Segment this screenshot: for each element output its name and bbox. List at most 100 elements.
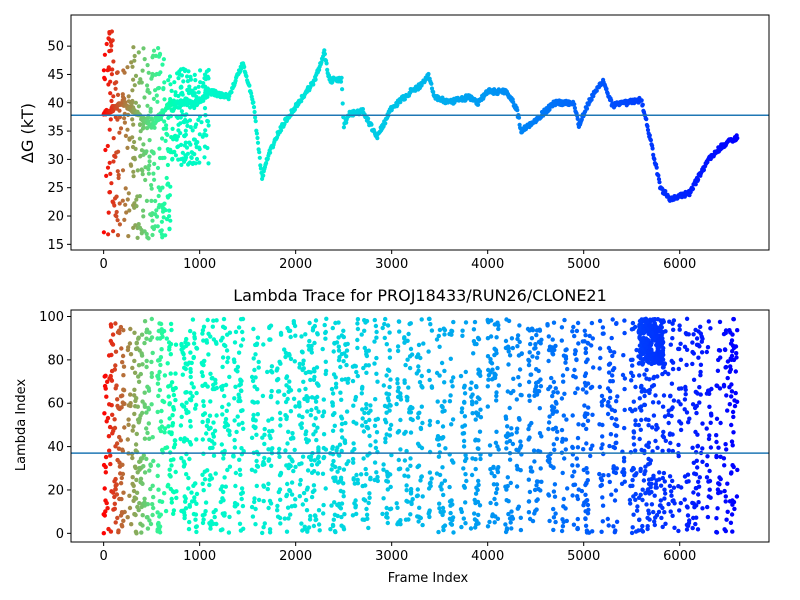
data-point: [586, 405, 591, 410]
data-point: [204, 431, 209, 436]
data-point: [586, 530, 592, 535]
data-point: [655, 374, 660, 379]
data-point: [140, 481, 145, 486]
data-point: [325, 67, 330, 72]
data-point: [121, 364, 127, 369]
y-tick-label: 20: [47, 483, 64, 498]
data-point: [642, 343, 647, 348]
data-point: [447, 331, 452, 337]
data-point: [255, 387, 260, 392]
data-point: [160, 136, 165, 141]
top-x-ticks: 0 1000 2000 3000 4000 5000 6000: [100, 250, 696, 272]
data-point: [167, 214, 172, 219]
data-point: [660, 371, 665, 377]
data-point: [534, 479, 540, 484]
data-point: [130, 365, 135, 371]
data-point: [238, 472, 243, 477]
data-point: [261, 342, 266, 347]
data-point: [656, 400, 661, 405]
data-point: [575, 116, 580, 121]
data-point: [135, 235, 140, 240]
data-point: [389, 452, 394, 458]
data-point: [122, 425, 127, 430]
data-point: [405, 467, 410, 472]
data-point: [649, 502, 655, 507]
data-point: [104, 419, 109, 424]
data-point: [143, 177, 148, 183]
data-point: [202, 155, 207, 160]
data-point: [704, 475, 710, 480]
data-point: [139, 456, 145, 461]
data-point: [251, 100, 256, 105]
data-point: [696, 177, 701, 182]
data-point: [256, 497, 262, 503]
data-point: [511, 376, 516, 381]
data-point: [678, 427, 684, 433]
data-point: [167, 402, 172, 407]
data-point: [144, 149, 149, 154]
bottom-chart-panel: Lambda Trace for PROJ18433/RUN26/CLONE21…: [14, 286, 770, 586]
data-point: [312, 340, 317, 346]
data-point: [278, 417, 283, 422]
data-point: [583, 482, 588, 488]
data-point: [267, 433, 272, 438]
data-point: [646, 423, 651, 428]
data-point: [184, 155, 189, 160]
data-point: [309, 347, 314, 352]
data-point: [131, 225, 136, 230]
data-point: [283, 354, 288, 360]
data-point: [176, 93, 181, 99]
data-point: [381, 496, 386, 501]
data-point: [284, 416, 289, 422]
data-point: [733, 390, 738, 396]
data-point: [221, 513, 227, 518]
data-point: [447, 499, 453, 504]
data-point: [307, 517, 313, 522]
data-point: [204, 133, 209, 138]
data-point: [254, 458, 259, 464]
data-point: [169, 430, 174, 435]
data-point: [254, 463, 260, 468]
data-point: [159, 219, 164, 224]
data-point: [233, 329, 239, 335]
data-point: [375, 136, 380, 141]
data-point: [451, 319, 456, 325]
data-point: [256, 359, 261, 365]
data-point: [487, 519, 492, 525]
data-point: [160, 185, 165, 190]
data-point: [486, 367, 491, 373]
data-point: [488, 334, 494, 339]
data-point: [181, 79, 186, 84]
data-point: [631, 442, 637, 447]
data-point: [344, 362, 349, 368]
data-point: [337, 354, 342, 360]
data-point: [268, 394, 274, 400]
data-point: [103, 454, 109, 460]
data-point: [663, 438, 668, 443]
data-point: [102, 411, 107, 416]
data-point: [574, 456, 579, 461]
data-point: [194, 346, 200, 351]
data-point: [202, 469, 207, 474]
data-point: [232, 445, 238, 450]
data-point: [469, 380, 474, 385]
data-point: [714, 383, 719, 388]
data-point: [247, 83, 252, 88]
data-point: [735, 467, 740, 473]
data-point: [142, 436, 148, 441]
data-point: [223, 416, 229, 422]
data-point: [537, 327, 542, 332]
data-point: [179, 84, 184, 89]
data-point: [119, 346, 124, 351]
data-point: [408, 463, 413, 468]
data-point: [699, 350, 705, 355]
data-point: [249, 374, 255, 380]
top-chart-panel: 0 1000 2000 3000 4000 5000 6000 15202530354045…: [18, 14, 770, 272]
data-point: [179, 109, 184, 114]
x-tick-label: 5000: [567, 257, 600, 272]
data-point: [629, 530, 635, 536]
data-point: [506, 349, 511, 354]
data-point: [107, 190, 112, 195]
data-point: [656, 509, 662, 515]
data-point: [277, 454, 282, 459]
